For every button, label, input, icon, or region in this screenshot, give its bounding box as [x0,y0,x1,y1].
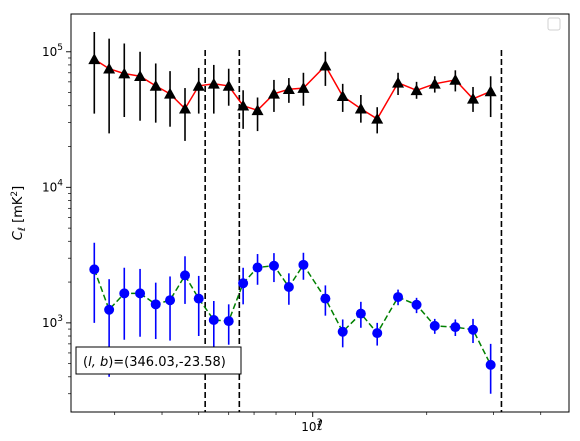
legend-box [547,17,561,31]
data-point-triangle [237,99,250,111]
annotation-paren: ( [83,355,88,370]
data-point-circle [372,328,383,339]
data-point-triangle [336,90,349,102]
data-point-circle [450,322,461,333]
data-point-circle [429,320,440,331]
data-point-triangle [354,102,367,114]
y-tick-label: 104 [42,178,63,194]
annotation-text: (l, b)=(346.03,-23.58) [83,355,226,370]
data-point-triangle [392,76,405,88]
ylabel-symbol: C [11,230,26,240]
annotation-coords-values: )=(346.03,-23.58) [108,355,226,370]
data-point-triangle [149,79,162,91]
data-point-triangle [319,59,332,71]
ylabel-unit-close: ] [11,186,26,191]
data-point-circle [119,288,130,299]
data-point-triangle [179,102,192,114]
data-point-circle [485,359,496,370]
plot-area [88,31,503,412]
data-point-circle [193,293,204,304]
data-point-triangle [467,92,480,104]
data-point-circle [238,278,249,289]
x-tick-label: 103 [301,418,322,434]
data-point-circle [337,326,348,337]
ylabel-unit-exp: 2 [10,191,20,197]
ylabel-unit: [mK [11,196,26,227]
data-point-triangle [297,82,310,93]
data-point-triangle [103,62,116,74]
data-point-triangle [428,77,441,89]
data-point-circle [150,299,161,310]
data-point-triangle [251,104,264,116]
data-point-triangle [484,85,497,97]
data-point-triangle [449,73,462,85]
data-point-triangle [118,67,131,79]
data-point-triangle [88,53,101,65]
data-point-circle [104,304,115,315]
y-tick-label: 103 [42,314,63,330]
data-point-triangle [164,87,177,99]
data-point-circle [411,299,422,310]
data-point-circle [89,264,100,275]
axis-ticks: 103 104 105 103 [42,43,542,434]
data-point-triangle [222,79,235,91]
axes-frame [70,13,570,413]
data-point-circle [393,292,404,303]
data-point-circle [298,259,309,270]
ylabel-subscript: ℓ [17,227,28,231]
annotation-coords-names: l, b [88,355,108,370]
data-point-triangle [267,87,280,99]
data-point-triangle [207,77,220,89]
data-point-triangle [282,83,295,94]
y-axis-label: Cℓ [mK2] [10,186,28,240]
data-point-circle [252,262,263,273]
annotation-frame [75,346,242,375]
data-point-circle [468,324,479,335]
y-tick-label: 105 [42,43,63,59]
data-point-circle [208,314,219,325]
data-point-circle [283,281,294,292]
data-point-triangle [410,84,423,96]
data-point-circle [180,270,191,281]
data-point-circle [165,295,176,306]
data-point-triangle [192,79,205,91]
x-axis-label: ℓ [316,418,323,434]
data-point-circle [135,288,146,299]
data-point-triangle [371,112,384,124]
annotation-box: (l, b)=(346.03,-23.58) [75,346,242,375]
data-point-circle [355,308,366,319]
data-point-triangle [134,70,147,82]
data-point-circle [223,316,234,327]
data-point-circle [320,293,331,304]
data-point-circle [268,260,279,271]
